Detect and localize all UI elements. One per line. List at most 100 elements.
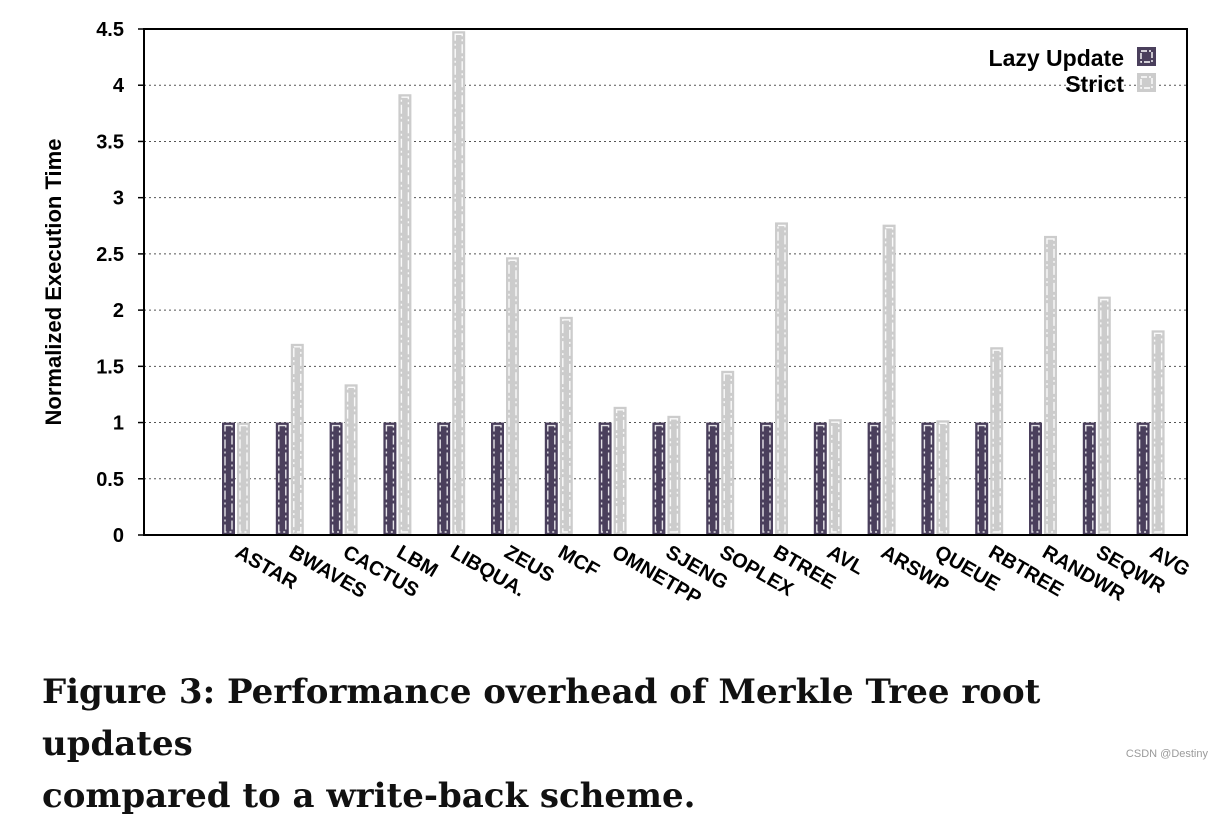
legend-swatch-pattern <box>1140 50 1153 63</box>
y-tick-label: 3 <box>113 188 124 210</box>
bar-lazy-update-pattern <box>708 424 717 533</box>
legend: Lazy Update Strict <box>989 45 1156 97</box>
bar-lazy-update <box>1082 422 1096 535</box>
legend-label-lazy-update: Lazy Update <box>989 45 1124 71</box>
bar-lazy-update <box>383 422 397 535</box>
bar-strict-pattern <box>239 424 248 533</box>
bar-strict-pattern <box>831 421 840 533</box>
bar-lazy-update-pattern <box>923 424 933 533</box>
bar-strict <box>452 31 466 535</box>
bar-strict <box>667 415 681 535</box>
bar-lazy-update <box>1136 422 1150 535</box>
bar-strict <box>344 384 358 535</box>
bar-strict-pattern <box>884 226 894 533</box>
bar-lazy-update <box>491 422 504 535</box>
bars <box>222 31 1165 536</box>
bar-lazy-update <box>921 422 935 535</box>
bar-lazy-update <box>760 422 773 535</box>
y-tick-label: 4 <box>113 75 125 97</box>
plot-frame <box>143 28 1188 536</box>
bar-strict-pattern <box>669 418 679 533</box>
caption-line-1: Figure 3: Performance overhead of Merkle… <box>42 672 1041 764</box>
bar-strict-pattern <box>723 373 732 533</box>
bar-strict-pattern <box>346 386 356 533</box>
bar-lazy-update <box>437 422 451 535</box>
bar-lazy-update-pattern <box>1085 424 1094 533</box>
bar-strict <box>290 343 304 535</box>
bar-lazy-update-pattern <box>278 424 287 533</box>
bar-strict-pattern <box>992 349 1001 533</box>
bar-strict <box>237 422 250 535</box>
bar-lazy-update <box>706 422 720 535</box>
legend-swatch-pattern <box>1140 76 1153 89</box>
bar-strict <box>506 257 519 535</box>
bar-strict-pattern <box>1100 298 1109 533</box>
y-tick-label: 2 <box>113 300 124 322</box>
y-tick-label: 1 <box>113 413 124 435</box>
y-ticks: 0 0.5 1 1.5 2 2.5 3 3.5 4 4.5 <box>96 19 144 547</box>
bar-lazy-update <box>867 422 881 535</box>
bar-lazy-update-pattern <box>869 424 879 533</box>
bar-strict <box>398 94 412 536</box>
bar-lazy-update <box>544 422 558 535</box>
chart: 0 0.5 1 1.5 2 2.5 3 3.5 4 4.5 ASTARBWAVESCACTUSLB… <box>41 19 1194 610</box>
bar-lazy-update-pattern <box>547 424 556 533</box>
legend-label-strict: Strict <box>1065 71 1124 97</box>
bar-strict <box>1097 296 1111 535</box>
bar-strict <box>613 406 627 535</box>
bar-lazy-update <box>275 422 289 535</box>
bar-strict-pattern <box>562 319 571 533</box>
bar-strict <box>828 419 842 535</box>
bar-strict <box>721 370 735 535</box>
y-tick-label: 0 <box>113 525 124 547</box>
y-tick-label: 4.5 <box>96 19 124 41</box>
bar-lazy-update <box>1029 422 1042 535</box>
bar-lazy-update-pattern <box>439 424 448 533</box>
bar-lazy-update-pattern <box>385 424 395 533</box>
bar-lazy-update-pattern <box>654 424 664 533</box>
bar-lazy-update-pattern <box>816 424 825 533</box>
legend-swatch-strict <box>1137 73 1156 92</box>
bar-strict <box>1151 330 1165 535</box>
bar-lazy-update <box>598 422 612 535</box>
bar-strict <box>559 316 573 535</box>
y-tick-label: 3.5 <box>96 131 124 153</box>
bar-lazy-update <box>652 422 666 535</box>
bar-lazy-update-pattern <box>493 424 502 533</box>
caption-line-2: compared to a write-back scheme. <box>42 776 696 816</box>
bar-strict <box>990 347 1004 535</box>
bar-strict-pattern <box>938 422 948 533</box>
y-tick-label: 0.5 <box>96 469 124 491</box>
bar-lazy-update-pattern <box>600 424 610 533</box>
bar-lazy-update-pattern <box>762 424 771 533</box>
bar-lazy-update <box>813 422 827 535</box>
bar-strict-pattern <box>1046 238 1055 533</box>
bar-strict-pattern <box>777 224 786 533</box>
bar-lazy-update <box>222 422 235 535</box>
legend-swatch-lazy-update <box>1137 47 1156 66</box>
bar-strict <box>882 224 896 536</box>
y-tick-label: 2.5 <box>96 244 124 266</box>
y-axis-label: Normalized Execution Time <box>41 139 66 426</box>
bar-lazy-update-pattern <box>224 424 233 533</box>
bar-strict-pattern <box>508 259 517 533</box>
bar-strict <box>1044 235 1057 536</box>
bar-lazy-update-pattern <box>977 424 986 533</box>
y-tick-label: 1.5 <box>96 356 124 378</box>
bar-strict <box>936 420 950 535</box>
bar-lazy-update <box>975 422 989 535</box>
figure-caption: Figure 3: Performance overhead of Merkle… <box>42 666 1202 822</box>
bar-strict-pattern <box>400 96 410 533</box>
bar-lazy-update-pattern <box>331 424 341 533</box>
x-tick-label: MCF <box>554 541 603 582</box>
bar-strict-pattern <box>615 409 625 533</box>
watermark: CSDN @Destiny <box>1125 748 1208 760</box>
bar-lazy-update <box>329 422 343 535</box>
bar-strict-pattern <box>454 33 463 533</box>
bar-strict <box>775 222 788 535</box>
bar-lazy-update-pattern <box>1031 424 1040 533</box>
bar-strict-pattern <box>1153 332 1163 533</box>
bar-strict-pattern <box>293 346 302 533</box>
bar-lazy-update-pattern <box>1138 424 1148 533</box>
